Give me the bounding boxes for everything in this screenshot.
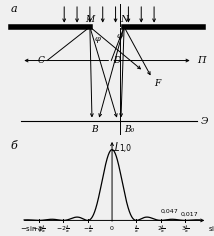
Text: П: П	[197, 56, 205, 65]
Text: a: a	[11, 4, 17, 14]
Text: φ: φ	[116, 32, 122, 40]
Text: Э: Э	[201, 117, 209, 126]
Text: $\frac{\lambda}{a}$: $\frac{\lambda}{a}$	[134, 224, 139, 235]
Text: F: F	[154, 79, 160, 88]
Text: $3\frac{\lambda}{a}$: $3\frac{\lambda}{a}$	[181, 224, 190, 235]
Text: $I$: $I$	[114, 140, 118, 152]
Text: 0,047: 0,047	[161, 209, 179, 214]
Text: $-\frac{\lambda}{a}$: $-\frac{\lambda}{a}$	[83, 224, 93, 235]
Text: $0$: $0$	[109, 224, 115, 232]
Text: 1,0: 1,0	[119, 144, 131, 153]
Text: B₀: B₀	[124, 125, 134, 134]
Text: D: D	[113, 56, 121, 65]
Text: $2\frac{\lambda}{a}$: $2\frac{\lambda}{a}$	[157, 224, 165, 235]
Text: $\sin\varphi$: $\sin\varphi$	[208, 224, 214, 234]
Text: б: б	[11, 141, 18, 151]
Text: $-3\frac{\lambda}{a}$: $-3\frac{\lambda}{a}$	[32, 224, 46, 235]
Text: 0,017: 0,017	[180, 212, 198, 217]
Text: M: M	[85, 15, 95, 24]
Text: N: N	[120, 15, 128, 24]
Text: $-2\frac{\lambda}{a}$: $-2\frac{\lambda}{a}$	[56, 224, 70, 235]
Text: $-\sin\varphi$: $-\sin\varphi$	[21, 224, 44, 234]
Text: φ: φ	[94, 35, 100, 43]
Text: B: B	[91, 125, 97, 134]
Text: C: C	[38, 56, 45, 65]
